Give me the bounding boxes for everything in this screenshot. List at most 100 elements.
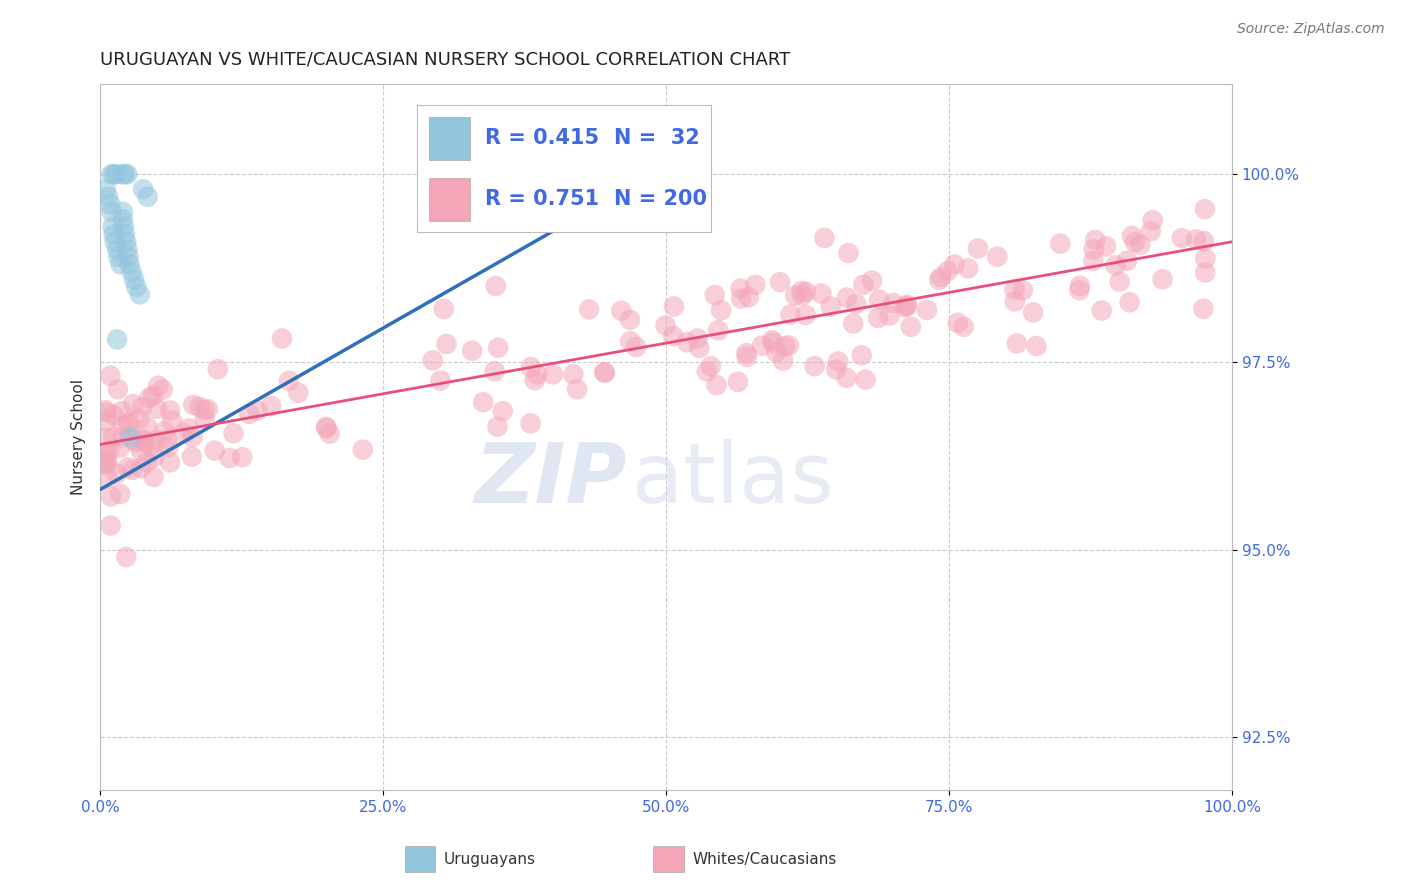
Point [706,378,728,392]
Point [103,167,125,181]
Point [315,421,337,435]
Point [173,426,195,441]
Point [735,346,758,360]
Point [1104,259,1126,273]
Point [103,227,125,242]
Point [271,331,294,345]
Point [104,235,127,249]
Point [703,288,725,302]
Point [142,470,165,484]
Point [837,246,859,260]
Point [157,440,180,454]
Point [900,319,922,334]
Point [422,353,444,368]
Point [94,182,117,196]
Point [541,368,564,382]
Point [1004,283,1026,297]
Point [1192,301,1215,316]
Point [125,435,148,450]
Point [115,549,138,564]
Text: Uruguayans: Uruguayans [444,853,536,867]
Point [820,300,842,314]
Point [111,212,134,227]
Point [246,403,269,417]
Point [654,318,676,333]
Point [735,350,758,364]
Point [120,430,142,444]
Point [97,457,120,471]
Point [188,400,211,414]
Point [98,197,121,211]
Point [727,375,749,389]
Point [121,463,143,477]
Point [122,272,145,286]
Point [136,190,159,204]
Point [128,411,150,425]
Point [696,364,718,378]
Point [110,404,132,418]
Point [218,450,240,465]
Point [146,401,169,416]
Point [111,418,134,433]
Point [751,339,773,353]
Point [436,337,458,351]
Point [1025,339,1047,353]
Point [785,288,807,302]
Point [104,167,127,181]
Point [110,257,132,271]
Point [593,365,616,379]
Point [114,227,136,242]
Point [122,397,145,411]
Point [730,282,752,296]
Point [101,219,124,234]
Point [107,250,129,264]
Point [943,258,966,272]
Point [197,402,219,417]
Point [915,302,938,317]
Point [207,362,229,376]
Point [967,242,990,256]
Point [835,291,858,305]
Point [152,383,174,397]
Point [1004,294,1026,309]
Text: atlas: atlas [633,439,834,520]
Point [1194,252,1216,266]
Point [111,167,134,181]
Point [461,343,484,358]
Point [952,319,974,334]
Point [896,298,918,312]
Point [896,299,918,313]
Point [94,431,117,445]
Point [222,426,245,441]
Text: ZIP: ZIP [474,439,627,520]
Point [139,439,162,453]
Point [231,450,253,464]
Point [100,490,122,504]
Point [866,310,889,325]
Point [177,421,200,435]
Point [593,366,616,380]
Point [486,341,509,355]
Point [762,335,785,350]
Point [122,433,145,447]
Point [145,433,167,447]
Point [810,286,832,301]
Point [707,323,730,337]
Point [136,420,159,434]
Point [194,412,217,426]
Point [1185,232,1208,246]
Point [277,374,299,388]
Point [112,219,135,234]
Point [624,340,647,354]
Point [105,332,128,346]
Point [1069,283,1091,297]
Point [121,265,143,279]
Point [772,353,794,368]
Point [131,432,153,446]
Point [520,359,543,374]
Point [1108,275,1130,289]
Point [115,235,138,249]
Point [835,371,858,385]
Point [132,182,155,196]
Point [117,417,139,431]
